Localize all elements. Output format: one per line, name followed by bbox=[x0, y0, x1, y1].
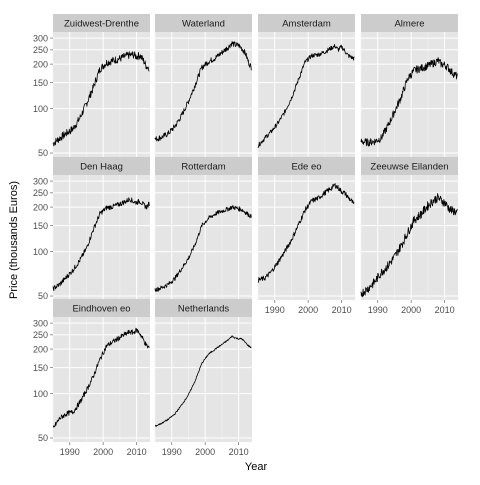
x-tick-label: 1990 bbox=[265, 305, 285, 315]
y-tick-label: 250 bbox=[33, 45, 48, 55]
x-tick-label: 2000 bbox=[93, 447, 113, 457]
y-tick-label: 200 bbox=[33, 344, 48, 354]
y-tick-label: 300 bbox=[33, 176, 48, 186]
panel-background bbox=[258, 175, 355, 300]
facet-strip-label: Ede eo bbox=[291, 162, 321, 173]
panel-background bbox=[155, 317, 252, 442]
facet-panel: Amsterdam bbox=[257, 14, 355, 157]
y-tick-label: 300 bbox=[33, 318, 48, 328]
y-tick-label: 100 bbox=[33, 389, 48, 399]
facet-strip bbox=[53, 14, 150, 32]
facet-panel: Waterland bbox=[154, 14, 252, 157]
x-tick-label: 2010 bbox=[332, 305, 352, 315]
series-line bbox=[52, 197, 150, 292]
series-line bbox=[154, 205, 252, 292]
facet-strip bbox=[155, 299, 252, 317]
panel-background bbox=[53, 175, 150, 300]
y-tick-label: 250 bbox=[33, 330, 48, 340]
x-tick-label: 1990 bbox=[60, 447, 80, 457]
facet-strip-label: Den Haag bbox=[80, 162, 123, 173]
series-line bbox=[52, 51, 150, 147]
y-tick-label: 150 bbox=[33, 363, 48, 373]
facet-panel: Almere bbox=[360, 14, 458, 157]
x-tick-label: 2000 bbox=[401, 305, 421, 315]
facet-strip-label: Eindhoven eo bbox=[72, 304, 130, 315]
panel-background bbox=[155, 32, 252, 157]
facet-panel: Zeeuwse Eilanden 1990 2000 2010 bbox=[360, 157, 458, 315]
facet-strip-label: Almere bbox=[394, 19, 424, 30]
y-tick-label: 150 bbox=[33, 221, 48, 231]
y-tick-label: 100 bbox=[33, 104, 48, 114]
facet-panel: Zuidwest-Drenthe 50 100 150 200 250 300 bbox=[33, 14, 150, 158]
series-line bbox=[155, 335, 252, 427]
facet-strip-label: Amsterdam bbox=[282, 19, 331, 30]
series-line bbox=[360, 57, 458, 147]
facet-strip bbox=[155, 14, 252, 32]
panels-layer: Zuidwest-Drenthe 50 100 150 200 250 300 Waterla… bbox=[33, 14, 458, 457]
y-tick-label: 200 bbox=[33, 202, 48, 212]
facet-panel: Rotterdam bbox=[154, 157, 252, 300]
x-tick-label: 2010 bbox=[435, 305, 455, 315]
x-axis-label: Year bbox=[245, 461, 268, 473]
facet-panel: Netherlands 1990 2000 2010 bbox=[154, 299, 252, 457]
panel-background bbox=[155, 175, 252, 300]
x-tick-label: 2010 bbox=[229, 447, 249, 457]
facet-panel: Ede eo 1990 2000 2010 bbox=[257, 157, 355, 315]
y-tick-label: 50 bbox=[38, 433, 48, 443]
facet-strip-label: Waterland bbox=[182, 19, 225, 30]
panel-background bbox=[53, 32, 150, 157]
facet-strip bbox=[53, 157, 150, 175]
x-tick-label: 1990 bbox=[162, 447, 182, 457]
facet-strip-label: Rotterdam bbox=[181, 162, 225, 173]
facet-strip bbox=[361, 14, 458, 32]
facet-panel: Den Haag 50 100 150 200 250 300 bbox=[33, 157, 150, 301]
x-tick-label: 2000 bbox=[298, 305, 318, 315]
panel-background bbox=[361, 32, 458, 157]
facet-strip-label: Netherlands bbox=[178, 304, 229, 315]
series-line bbox=[257, 183, 355, 283]
panel-background bbox=[53, 317, 150, 442]
y-tick-label: 300 bbox=[33, 33, 48, 43]
facet-strip bbox=[155, 157, 252, 175]
y-tick-label: 150 bbox=[33, 78, 48, 88]
x-tick-label: 2000 bbox=[195, 447, 215, 457]
y-axis-label: Price (thousands Euros) bbox=[8, 181, 20, 299]
facet-strip-label: Zuidwest-Drenthe bbox=[64, 19, 139, 30]
facet-strip bbox=[361, 157, 458, 175]
facet-strip bbox=[258, 157, 355, 175]
facet-strip-label: Zeeuwse Eilanden bbox=[370, 162, 448, 173]
series-line bbox=[257, 44, 355, 149]
facet-panel: Eindhoven eo 50 100 150 200 250 300 1990 2000 201… bbox=[33, 299, 150, 457]
y-tick-label: 100 bbox=[33, 247, 48, 257]
panel-background bbox=[258, 32, 355, 157]
facet-strip bbox=[258, 14, 355, 32]
x-tick-label: 1990 bbox=[368, 305, 388, 315]
y-tick-label: 250 bbox=[33, 188, 48, 198]
series-line bbox=[52, 327, 150, 428]
series-line bbox=[360, 193, 458, 298]
y-tick-label: 200 bbox=[33, 59, 48, 69]
y-tick-label: 50 bbox=[38, 148, 48, 158]
series-line bbox=[154, 41, 252, 142]
facet-strip bbox=[53, 299, 150, 317]
y-tick-label: 50 bbox=[38, 291, 48, 301]
x-tick-label: 2010 bbox=[127, 447, 147, 457]
